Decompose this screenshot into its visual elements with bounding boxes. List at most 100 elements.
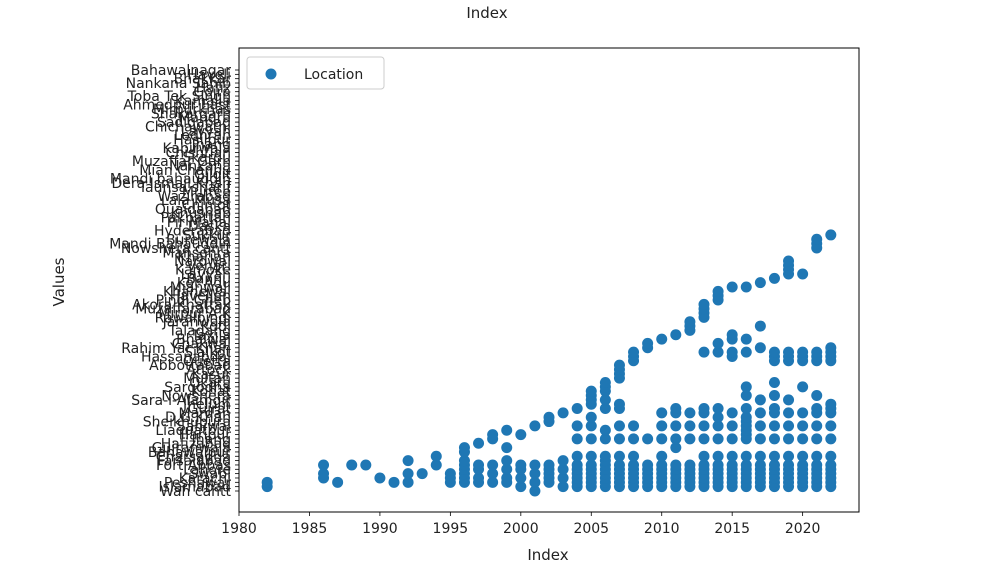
- y-tick-label: Daska: [188, 219, 231, 235]
- data-point: [811, 346, 823, 358]
- data-point: [712, 403, 724, 415]
- data-point: [318, 468, 330, 480]
- legend-frame: [246, 56, 385, 90]
- y-tick-label: Layyah: [181, 267, 231, 283]
- data-point: [628, 450, 640, 462]
- y-tick-label: Sadiqabad: [157, 115, 231, 131]
- data-point: [740, 390, 752, 402]
- data-point: [754, 320, 766, 332]
- data-point: [656, 450, 668, 462]
- y-tick-label: Charsadda: [156, 449, 231, 465]
- data-point: [811, 233, 823, 245]
- y-tick-label: Taxila: [191, 328, 231, 344]
- data-point: [726, 459, 738, 471]
- data-point: [628, 346, 640, 358]
- data-point: [557, 455, 569, 467]
- y-tick-label: Mandi Bahauddin: [109, 237, 231, 253]
- y-tick-label: Talagang: [167, 323, 231, 339]
- y-tick-label: Bhalwal: [176, 332, 231, 348]
- y-tick-label: Pakpattan: [161, 211, 231, 227]
- data-point: [487, 468, 499, 480]
- data-point: [670, 442, 682, 454]
- data-point: [768, 420, 780, 432]
- data-point: [670, 459, 682, 471]
- y-tick-label: Rahim Yar Khan: [121, 341, 231, 357]
- data-point: [501, 455, 513, 467]
- x-tick-label: 2005: [573, 521, 609, 537]
- y-tick-label: Muzaffar Garh: [132, 154, 231, 170]
- data-point: [740, 411, 752, 423]
- y-tick-label: Haveli: [187, 67, 231, 83]
- data-point: [754, 342, 766, 354]
- y-tick-label: Quaidabad: [155, 202, 231, 218]
- data-point: [515, 481, 527, 493]
- y-tick-label: Hafiz: [196, 80, 231, 96]
- x-tick-label: 2010: [644, 521, 680, 537]
- data-point: [656, 433, 668, 445]
- y-tick-label: Islamabad: [159, 480, 231, 496]
- y-tick-label: Okara: [189, 375, 231, 391]
- data-point: [628, 420, 640, 432]
- data-point: [726, 329, 738, 341]
- data-point: [712, 459, 724, 471]
- y-tick-label: Mansehra: [162, 245, 231, 261]
- y-tick-label: Abbottabad: [149, 358, 231, 374]
- data-point: [740, 459, 752, 471]
- data-point: [501, 442, 513, 454]
- data-point: [543, 411, 555, 423]
- data-point: [783, 407, 795, 419]
- y-tick-label: Khushab: [170, 206, 231, 222]
- data-point: [670, 420, 682, 432]
- y-tick-label: Hassanabdal: [141, 349, 231, 365]
- data-point: [402, 476, 414, 488]
- data-point: [797, 407, 809, 419]
- data-point: [712, 337, 724, 349]
- data-point: [599, 450, 611, 462]
- y-tick-label: Mandra: [178, 111, 231, 127]
- y-tick-label: Dera Ismail Khan: [111, 176, 231, 192]
- y-tick-label: Kamalia: [175, 93, 231, 109]
- data-point: [585, 459, 597, 471]
- data-point: [768, 346, 780, 358]
- y-tick-label: D.G.Khan: [165, 410, 231, 426]
- data-point: [797, 268, 809, 280]
- data-point: [599, 403, 611, 415]
- data-point: [783, 450, 795, 462]
- data-point: [642, 337, 654, 349]
- data-point: [458, 455, 470, 467]
- data-point: [473, 472, 485, 484]
- data-point: [797, 459, 809, 471]
- legend-marker: [265, 68, 277, 80]
- y-tick-label: Taunsa sharif: [138, 180, 232, 196]
- y-tick-label: Chakwal: [172, 336, 231, 352]
- data-point: [613, 398, 625, 410]
- y-tick-label: Lodhran: [174, 128, 231, 144]
- data-point: [768, 450, 780, 462]
- data-point: [712, 420, 724, 432]
- data-point: [346, 459, 358, 471]
- data-point: [402, 468, 414, 480]
- data-point: [698, 403, 710, 415]
- data-point: [754, 277, 766, 289]
- x-tick-label: 2015: [714, 521, 750, 537]
- data-point: [402, 455, 414, 467]
- data-point: [783, 459, 795, 471]
- data-point: [768, 459, 780, 471]
- data-point: [698, 459, 710, 471]
- data-point: [783, 420, 795, 432]
- y-tick-label: Kabirwala: [162, 141, 231, 157]
- data-point: [797, 433, 809, 445]
- y-tick-label: Haripur: [179, 428, 232, 444]
- y-tick-label: Peshawar: [164, 475, 231, 491]
- data-point: [416, 468, 428, 480]
- data-point: [613, 450, 625, 462]
- data-point: [726, 281, 738, 293]
- data-point: [430, 450, 442, 462]
- data-point: [698, 420, 710, 432]
- y-axis-label: Values: [50, 257, 68, 306]
- data-point: [501, 463, 513, 475]
- data-point: [712, 346, 724, 358]
- data-point: [825, 433, 837, 445]
- data-point: [529, 459, 541, 471]
- data-point: [811, 459, 823, 471]
